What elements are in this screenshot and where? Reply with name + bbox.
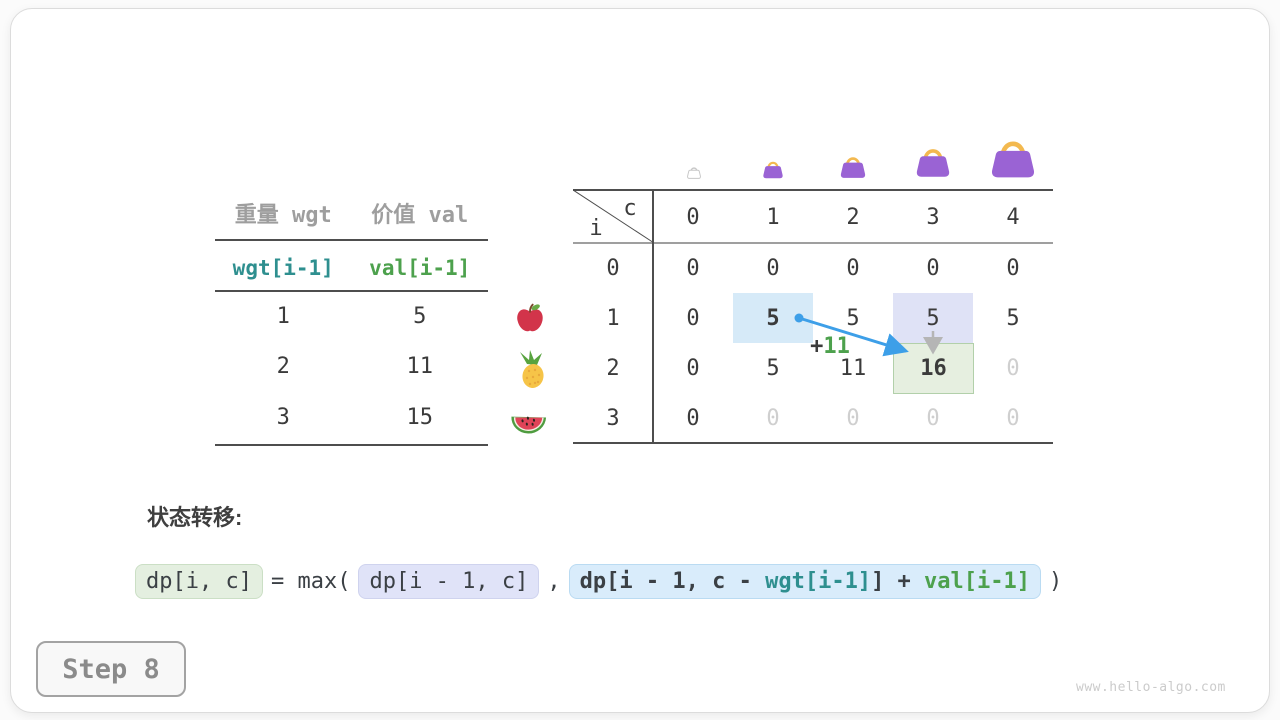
weight-column-header: 重量 wgt: [234, 203, 332, 228]
dp-table-top-line: [573, 189, 1053, 191]
items-table-line: [215, 444, 488, 446]
item-row-3: 3 15: [215, 405, 488, 433]
dp-cell-3-3: 0: [926, 405, 940, 431]
formula-option2-box: dp[i - 1, c - wgt[i-1]] + val[i-1]: [568, 563, 1042, 599]
dp-cell-0-4: 0: [1006, 255, 1020, 281]
formula-comma: ,: [547, 568, 561, 594]
option2-prefix: dp[i - 1, c -: [579, 568, 766, 594]
item-row-1: 1 5: [215, 304, 488, 332]
items-table-header: 重量 wgt 价值 val: [215, 197, 488, 228]
item3-weight: 3: [276, 405, 290, 430]
formula-lhs-box: dp[i, c]: [135, 563, 263, 599]
dp-col-header-3: 3: [926, 205, 940, 230]
watermelon-icon: [511, 416, 547, 434]
bag-icon-capacity-2: [839, 157, 867, 179]
plus-sign: +: [810, 334, 824, 359]
dp-col-header-4: 4: [1006, 205, 1020, 230]
item2-weight: 2: [276, 354, 290, 379]
formula-option1-box: dp[i - 1, c]: [358, 563, 540, 599]
dp-cell-2-3-highlight-green: 16: [893, 343, 974, 394]
val-subheader: val[i-1]: [369, 256, 471, 280]
dp-cell-0-1: 0: [766, 255, 780, 281]
dp-cell-0-2: 0: [846, 255, 860, 281]
bag-icon-capacity-0: [687, 167, 701, 179]
items-table-line: [215, 239, 488, 241]
formula-close-paren: ): [1049, 568, 1063, 594]
dp-cell-2-0: 0: [686, 355, 700, 381]
item3-value: 15: [406, 405, 434, 430]
dp-table-vertical-line: [652, 189, 654, 443]
item1-value: 5: [413, 304, 427, 329]
dp-cell-2-2: 11: [839, 355, 867, 381]
dp-cell-1-4: 5: [1006, 305, 1020, 331]
step-badge: Step 8: [36, 641, 186, 697]
dp-cell-2-1: 5: [766, 355, 780, 381]
dp-row-header-2: 2: [606, 355, 620, 381]
wgt-subheader: wgt[i-1]: [232, 256, 334, 280]
formula-operator: = max(: [270, 568, 351, 594]
bag-icon-capacity-4: [987, 131, 1039, 179]
dp-cell-1-0: 0: [686, 305, 700, 331]
dp-cell-1-3-highlight-lavender: 5: [893, 293, 973, 343]
option2-mid: ] +: [871, 568, 925, 594]
dp-table-header-line: [573, 242, 1053, 244]
option2-wgt-term: wgt[i-1]: [765, 568, 872, 594]
dp-cell-3-0: 0: [686, 405, 700, 431]
dp-cell-3-4: 0: [1006, 405, 1020, 431]
item-row-2: 2 11: [215, 354, 488, 382]
pineapple-icon: [520, 350, 544, 388]
dp-col-header-0: 0: [686, 205, 700, 230]
transition-formula: dp[i, c] = max( dp[i - 1, c] , dp[i - 1,…: [133, 561, 1068, 601]
value-column-header: 价值 val: [371, 203, 469, 228]
option2-val-term: val[i-1]: [924, 568, 1031, 594]
apple-icon: [517, 303, 543, 332]
site-watermark: www.hello-algo.com: [1076, 680, 1226, 695]
dp-cell-2-4: 0: [1006, 355, 1020, 381]
bag-icon-capacity-3: [915, 149, 951, 178]
bag-icon-capacity-1: [762, 161, 784, 179]
dp-cell-3-2: 0: [846, 405, 860, 431]
items-table-line: [215, 290, 488, 292]
dp-cell-0-0: 0: [686, 255, 700, 281]
dp-cell-3-1: 0: [766, 405, 780, 431]
dp-corner-col-label: c: [623, 196, 637, 221]
dp-row-header-0: 0: [606, 255, 620, 281]
added-value: 11: [823, 334, 850, 359]
item1-weight: 1: [276, 304, 290, 329]
items-table-subheader: wgt[i-1] val[i-1]: [215, 256, 488, 284]
dp-col-header-2: 2: [846, 205, 860, 230]
state-transition-label: 状态转移:: [147, 505, 243, 530]
plus-value-annotation: +11: [798, 334, 862, 359]
item2-value: 11: [406, 354, 434, 379]
dp-corner-row-label: i: [589, 216, 603, 241]
dp-col-header-1: 1: [766, 205, 780, 230]
dp-cell-0-3: 0: [926, 255, 940, 281]
dp-table-bottom-line: [573, 442, 1053, 444]
dp-row-header-3: 3: [606, 405, 620, 431]
dp-row-header-1: 1: [606, 305, 620, 331]
